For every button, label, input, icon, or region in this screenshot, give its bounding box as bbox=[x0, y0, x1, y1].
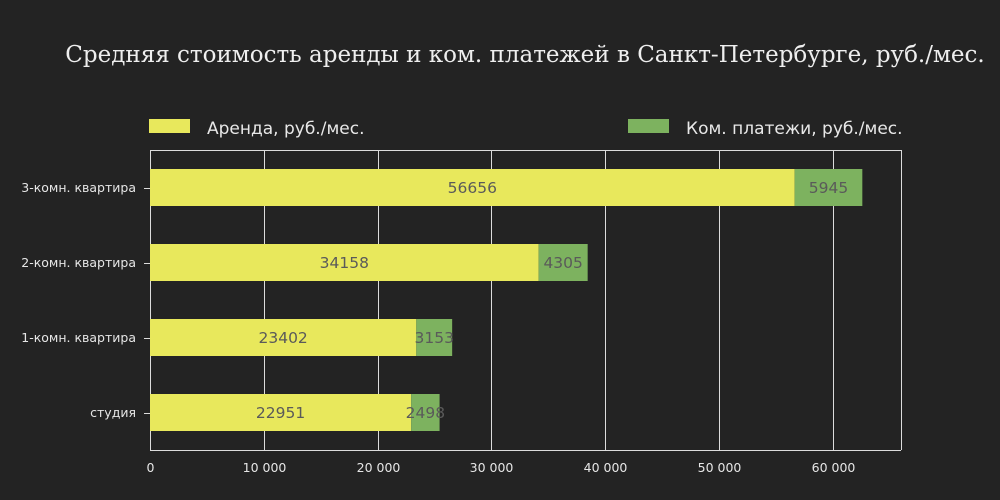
bar-utilities bbox=[794, 169, 863, 206]
bar-utilities bbox=[411, 394, 440, 431]
data-label-utilities: 3153 bbox=[414, 329, 453, 347]
bar-rent bbox=[150, 394, 412, 431]
data-label-utilities: 2498 bbox=[406, 404, 445, 422]
category-label: 2-комн. квартира bbox=[21, 255, 136, 270]
legend-swatch-rent bbox=[149, 119, 190, 133]
data-label-utilities: 5945 bbox=[809, 179, 848, 197]
data-label-rent: 34158 bbox=[320, 254, 369, 272]
x-tick-label: 30 000 bbox=[470, 460, 514, 475]
x-tick-label: 50 000 bbox=[698, 460, 742, 475]
data-label-rent: 22951 bbox=[256, 404, 305, 422]
x-tick-label: 40 000 bbox=[584, 460, 628, 475]
bar-rent bbox=[150, 319, 417, 356]
bar-rent bbox=[150, 244, 539, 281]
chart-title: Средняя стоимость аренды и ком. платежей… bbox=[65, 42, 984, 68]
x-tick-label: 0 bbox=[147, 460, 155, 475]
legend-swatch-utilities bbox=[628, 119, 669, 133]
category-label: студия bbox=[90, 405, 136, 420]
plot-area: 0 10 000 20 000 30 000 40 000 50 000 60 000 сту… bbox=[21, 150, 902, 475]
x-tick-label: 60 000 bbox=[812, 460, 856, 475]
category-label: 1-комн. квартира bbox=[21, 330, 136, 345]
bar-utilities bbox=[416, 319, 453, 356]
legend-label-rent: Аренда, руб./мес. bbox=[207, 119, 364, 139]
bar-rent bbox=[150, 169, 795, 206]
x-tick-label: 10 000 bbox=[243, 460, 287, 475]
legend-label-utilities: Ком. платежи, руб./мес. bbox=[686, 119, 903, 139]
x-tick-label: 20 000 bbox=[357, 460, 401, 475]
data-label-utilities: 4305 bbox=[543, 254, 582, 272]
data-label-rent: 23402 bbox=[258, 329, 307, 347]
data-label-rent: 56656 bbox=[448, 179, 497, 197]
bar-utilities bbox=[538, 244, 588, 281]
category-label: 3-комн. квартира bbox=[21, 180, 136, 195]
